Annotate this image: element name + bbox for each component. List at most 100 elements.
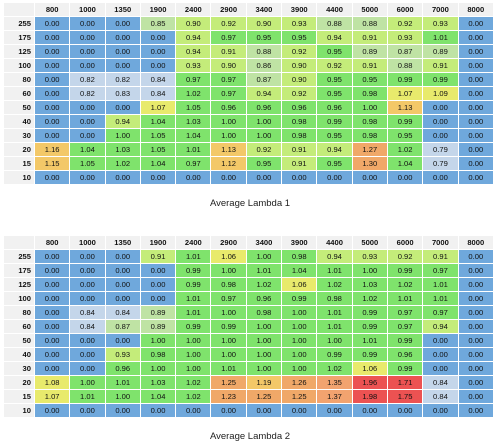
corner-cell [4, 236, 34, 249]
table-cell: 0.00 [70, 59, 105, 72]
table-cell: 1.01 [317, 320, 352, 333]
table-cell: 0.00 [458, 404, 493, 417]
table-cell: 1.03 [352, 278, 387, 291]
row-header: 20 [4, 143, 34, 156]
row-header: 80 [4, 73, 34, 86]
table-cell: 0.95 [317, 45, 352, 58]
table-cell: 0.97 [211, 87, 246, 100]
table-cell: 0.92 [282, 45, 317, 58]
table-cell: 0.00 [140, 264, 176, 277]
table-cell: 0.00 [35, 101, 70, 114]
table-cell: 1.00 [282, 362, 317, 375]
table-cell: 0.92 [211, 17, 246, 30]
column-header: 5000 [352, 236, 387, 249]
row-header: 15 [4, 390, 34, 403]
column-header: 2900 [211, 3, 246, 16]
table-cell: 1.00 [246, 129, 282, 142]
table-cell: 1.00 [352, 264, 387, 277]
table-cell: 0.00 [211, 171, 246, 184]
table-cell: 0.95 [317, 157, 352, 170]
table-cell: 0.88 [352, 17, 387, 30]
table-cell: 0.85 [140, 17, 176, 30]
row-header: 255 [4, 250, 34, 263]
table-cell: 1.02 [176, 87, 211, 100]
table-cell: 0.00 [140, 292, 176, 305]
table-cell: 1.02 [387, 143, 423, 156]
table-cell: 1.09 [423, 87, 458, 100]
table-cell: 0.95 [317, 73, 352, 86]
table-cell: 0.00 [246, 171, 282, 184]
table-cell: 1.13 [211, 143, 246, 156]
table-cell: 0.94 [105, 115, 140, 128]
table-cell: 0.00 [70, 31, 105, 44]
table-cell: 1.00 [176, 334, 211, 347]
table-cell: 0.00 [387, 171, 423, 184]
column-header: 1000 [70, 236, 105, 249]
table-cell: 0.00 [458, 250, 493, 263]
table-cell: 0.99 [282, 292, 317, 305]
table-cell: 1.00 [246, 334, 282, 347]
table-cell: 0.84 [70, 320, 105, 333]
table-row: 20 1.08 1.00 1.01 1.03 1.02 1.25 1.19 1.26 1.35 1.… [4, 376, 493, 389]
table-cell: 1.00 [105, 390, 140, 403]
row-header: 50 [4, 101, 34, 114]
table-cell: 0.00 [282, 171, 317, 184]
table-row: 100 0.00 0.00 0.00 0.00 1.01 0.97 0.96 0.99 0.98 1… [4, 292, 493, 305]
table-cell: 1.03 [176, 115, 211, 128]
table-cell: 1.01 [387, 292, 423, 305]
table-cell: 0.00 [70, 264, 105, 277]
table-cell: 0.92 [246, 143, 282, 156]
table-cell: 0.79 [423, 143, 458, 156]
row-header: 175 [4, 31, 34, 44]
table-row: 10 0.00 0.00 0.00 0.00 0.00 0.00 0.00 0.00 0.00 0.… [4, 404, 493, 417]
row-header: 255 [4, 17, 34, 30]
table-cell: 0.92 [317, 59, 352, 72]
table-cell: 1.35 [317, 376, 352, 389]
table-cell: 0.00 [35, 348, 70, 361]
table-row: 30 0.00 0.00 0.96 1.00 1.00 1.01 1.00 1.00 1.02 1.… [4, 362, 493, 375]
table-cell: 0.00 [70, 17, 105, 30]
table-cell: 0.00 [176, 171, 211, 184]
table-cell: 0.00 [140, 404, 176, 417]
table-cell: 0.99 [387, 334, 423, 347]
table-cell: 0.82 [70, 87, 105, 100]
table-cell: 0.00 [70, 45, 105, 58]
table-cell: 0.88 [387, 59, 423, 72]
row-header: 100 [4, 59, 34, 72]
table-cell: 0.91 [211, 45, 246, 58]
table-cell: 0.93 [105, 348, 140, 361]
table-cell: 0.00 [105, 31, 140, 44]
table-cell: 0.00 [70, 348, 105, 361]
table-cell: 1.01 [176, 306, 211, 319]
table-cell: 0.99 [352, 320, 387, 333]
table-cell: 0.95 [352, 73, 387, 86]
table-cell: 0.98 [211, 278, 246, 291]
table-cell: 0.00 [317, 404, 352, 417]
table-row: 15 1.07 1.01 1.00 1.04 1.02 1.23 1.25 1.25 1.37 1.… [4, 390, 493, 403]
table-cell: 0.99 [211, 320, 246, 333]
table-cell: 1.00 [352, 101, 387, 114]
table-cell: 0.00 [458, 143, 493, 156]
table-cell: 1.00 [211, 264, 246, 277]
table-cell: 0.90 [246, 17, 282, 30]
table-cell: 0.94 [317, 31, 352, 44]
table-row: 175 0.00 0.00 0.00 0.00 0.99 1.00 1.01 1.04 1.01 1… [4, 264, 493, 277]
table-cell: 1.02 [387, 278, 423, 291]
table-cell: 0.00 [423, 334, 458, 347]
table-cell: 0.00 [35, 129, 70, 142]
row-header: 20 [4, 376, 34, 389]
table-cell: 0.99 [352, 348, 387, 361]
column-header: 800 [35, 236, 70, 249]
table-cell: 0.99 [176, 264, 211, 277]
table-cell: 1.03 [105, 143, 140, 156]
table-row: 60 0.00 0.82 0.83 0.84 1.02 0.97 0.94 0.92 0.95 0.… [4, 87, 493, 100]
table-cell: 1.04 [70, 143, 105, 156]
table-cell: 0.00 [458, 334, 493, 347]
table-cell: 0.98 [140, 348, 176, 361]
table-cell: 0.88 [317, 17, 352, 30]
table-cell: 0.00 [387, 404, 423, 417]
table-cell: 0.00 [105, 404, 140, 417]
table-cell: 0.00 [458, 73, 493, 86]
table-cell: 0.95 [387, 129, 423, 142]
table-cell: 0.99 [423, 73, 458, 86]
